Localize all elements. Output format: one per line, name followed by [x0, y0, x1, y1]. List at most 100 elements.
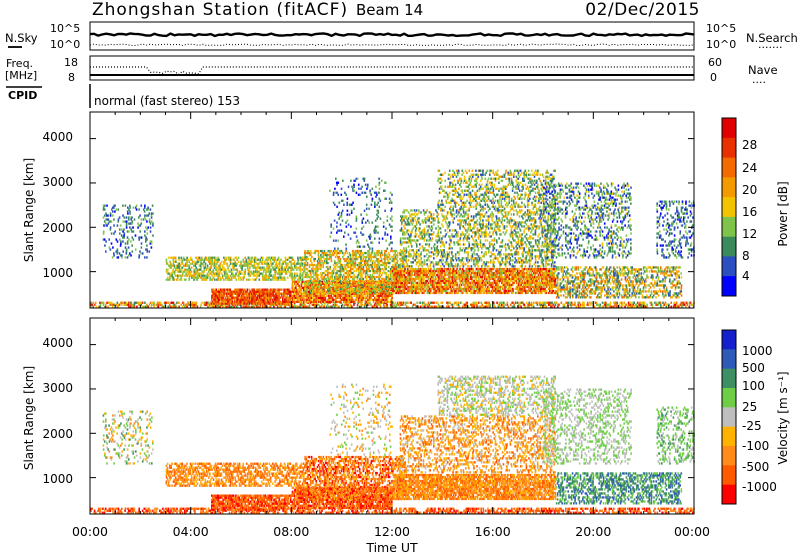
power-heatmap-cell [214, 275, 216, 277]
power-heatmap-cell [201, 257, 203, 259]
power-heatmap-cell [202, 273, 204, 275]
power-heatmap-cell [542, 302, 544, 304]
power-heatmap-cell [386, 304, 388, 306]
power-heatmap-cell [206, 279, 208, 281]
power-heatmap-cell [230, 259, 232, 261]
power-heatmap-cell [564, 304, 566, 306]
power-heatmap-cell [180, 304, 182, 306]
power-heatmap-cell [366, 297, 368, 299]
power-heatmap-cell [528, 302, 530, 304]
power-heatmap-cell [167, 271, 169, 273]
power-heatmap-cell [512, 302, 514, 304]
power-heatmap-cell [247, 297, 249, 299]
power-heatmap-cell [499, 304, 501, 306]
power-heatmap-cell [201, 259, 203, 261]
power-heatmap-cell [172, 273, 174, 275]
power-heatmap-cell [99, 302, 101, 304]
power-heatmap-cell [195, 265, 197, 267]
power-heatmap-cell [139, 302, 141, 304]
power-heatmap-cell [391, 297, 393, 299]
power-heatmap-cell [243, 291, 245, 293]
power-heatmap-cell [276, 297, 278, 299]
power-heatmap-cell [273, 301, 275, 303]
power-heatmap-cell [177, 279, 179, 281]
power-heatmap-cell [252, 291, 254, 293]
power-heatmap-cell [667, 304, 669, 306]
power-heatmap-cell [354, 295, 356, 297]
power-heatmap-cell [347, 301, 349, 303]
power-heatmap-cell [278, 303, 280, 305]
power-heatmap-cell [353, 304, 355, 306]
power-heatmap-cell [652, 304, 654, 306]
power-heatmap-cell [223, 257, 225, 259]
power-heatmap-cell [237, 297, 239, 299]
power-heatmap-cell [351, 297, 353, 299]
power-heatmap-cell [212, 291, 214, 293]
power-heatmap-cell [325, 297, 327, 299]
power-heatmap-cell [210, 273, 212, 275]
power-heatmap-cell [312, 297, 314, 299]
power-heatmap-cell [377, 301, 379, 303]
power-heatmap-cell [609, 304, 611, 306]
power-heatmap-cell [224, 275, 226, 277]
power-heatmap-cell [219, 303, 221, 305]
power-heatmap-cell [295, 283, 297, 285]
power-heatmap-cell [305, 301, 307, 303]
power-heatmap-cell [272, 303, 274, 305]
power-heatmap-cell [204, 269, 206, 271]
power-heatmap-cell [449, 302, 451, 304]
power-heatmap-cell [225, 291, 227, 293]
power-heatmap-cell [433, 302, 435, 304]
power-heatmap-cell [236, 293, 238, 295]
power-heatmap-cell [276, 299, 278, 301]
power-heatmap-cell [230, 257, 232, 259]
power-heatmap-cell [480, 302, 482, 304]
power-heatmap-cell [630, 302, 632, 304]
power-heatmap-cell [299, 285, 301, 287]
power-heatmap-cell [170, 267, 172, 269]
power-heatmap-cell [228, 259, 230, 261]
power-heatmap-cell [501, 302, 503, 304]
power-heatmap-cell [429, 304, 431, 306]
power-heatmap-cell [146, 304, 148, 306]
power-heatmap-cell [153, 304, 155, 306]
power-heatmap-cell [405, 304, 407, 306]
power-heatmap-cell [275, 289, 277, 291]
power-heatmap-cell [259, 297, 261, 299]
power-heatmap-cell [309, 304, 311, 306]
power-heatmap-cell [376, 295, 378, 297]
power-heatmap-cell [301, 285, 303, 287]
power-heatmap-cell [218, 293, 220, 295]
power-heatmap-cell [289, 303, 291, 305]
power-heatmap-cell [213, 277, 215, 279]
power-heatmap-cell [365, 295, 367, 297]
power-heatmap-cell [151, 304, 153, 306]
power-heatmap-cell [651, 302, 653, 304]
power-heatmap-cell [313, 301, 315, 303]
power-heatmap-cell [205, 265, 207, 267]
power-heatmap-cell [302, 299, 304, 301]
power-heatmap-cell [228, 269, 230, 271]
power-heatmap-cell [228, 275, 230, 277]
power-heatmap-cell [670, 302, 672, 304]
power-heatmap-cell [189, 277, 191, 279]
power-heatmap-cell [290, 293, 292, 295]
power-heatmap-cell [221, 269, 223, 271]
power-heatmap-cell [317, 293, 319, 295]
power-heatmap-cell [356, 299, 358, 301]
power-heatmap-cell [380, 299, 382, 301]
power-heatmap-cell [190, 273, 192, 275]
power-heatmap-cell [296, 293, 298, 295]
power-heatmap-cell [623, 302, 625, 304]
power-heatmap-cell [364, 293, 366, 295]
power-heatmap-cell [222, 267, 224, 269]
power-heatmap-cell [194, 302, 196, 304]
power-heatmap-cell [281, 289, 283, 291]
power-heatmap-cell [662, 302, 664, 304]
power-heatmap-cell [309, 289, 311, 291]
power-heatmap-cell [345, 295, 347, 297]
power-heatmap-cell [561, 302, 563, 304]
freq-panel-frame [90, 56, 694, 80]
power-heatmap-cell [259, 303, 261, 305]
power-heatmap-cell [199, 275, 201, 277]
